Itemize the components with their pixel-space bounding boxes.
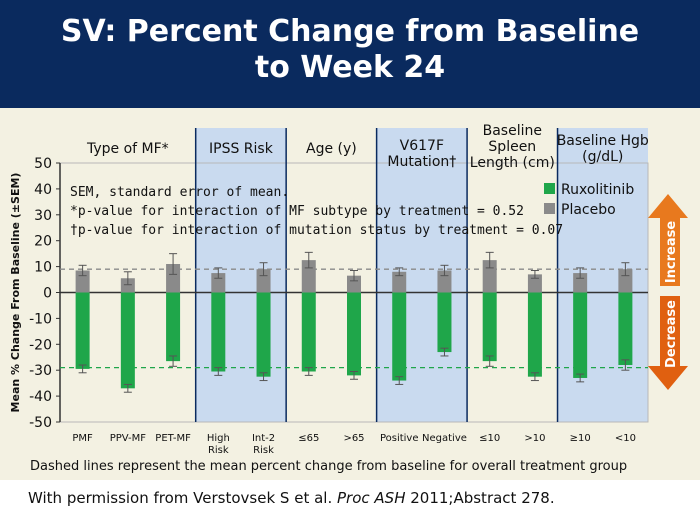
legend: Ruxolitinib Placebo: [544, 182, 634, 218]
bar-ruxolitinib-5: [301, 292, 316, 372]
x-tick-label-11: ≥10: [570, 433, 591, 444]
x-tick-label-6: >65: [343, 433, 364, 444]
x-tick-label-0: PMF: [72, 433, 93, 444]
increase-label: Increase: [664, 221, 679, 284]
dashed-line-note: Dashed lines represent the mean percent …: [30, 459, 627, 474]
bar-ruxolitinib-0: [75, 292, 90, 369]
x-tick-label-12: <10: [615, 433, 636, 444]
group-label-0: Type of MF*: [86, 141, 169, 157]
citation-post: 2011;Abstract 278.: [405, 489, 555, 507]
bar-ruxolitinib-8: [437, 292, 452, 353]
bar-placebo-10: [527, 274, 542, 293]
title-line-2: to Week 24: [254, 50, 446, 85]
x-tick-label-9: ≤10: [479, 433, 500, 444]
y-axis-title: Mean % Change From Baseline (±SEM): [9, 173, 22, 413]
group-shade-3: [376, 128, 468, 422]
y-tick-label: 40: [34, 182, 52, 198]
bar-ruxolitinib-7: [392, 292, 407, 381]
bar-placebo-12: [618, 269, 633, 293]
y-tick-label: -20: [29, 337, 52, 353]
bar-ruxolitinib-4: [256, 292, 271, 377]
legend-label-ruxolitinib: Ruxolitinib: [561, 182, 634, 198]
group-label-5: Baseline Hgb (g/dL): [557, 133, 649, 165]
citation-journal: Proc ASH: [337, 489, 406, 507]
bar-placebo-4: [256, 269, 271, 293]
bar-ruxolitinib-2: [166, 292, 181, 362]
x-tick-label-2: PET-MF: [155, 433, 191, 444]
title-line-1: SV: Percent Change from Baseline: [60, 14, 640, 49]
citation: With permission from Verstovsek S et al.…: [28, 489, 555, 507]
group-label-4: Baseline Spleen Length (cm): [470, 123, 555, 171]
bar-ruxolitinib-6: [347, 292, 361, 376]
x-tick-label-7: Positive: [380, 433, 419, 444]
title-banner: SV: Percent Change from Baseline to Week…: [0, 0, 700, 108]
decrease-label: Decrease: [664, 300, 679, 368]
bar-placebo-7: [392, 271, 407, 293]
footnote-0: SEM, standard error of mean.: [70, 185, 289, 200]
y-tick-label: 50: [34, 156, 52, 172]
x-tick-label-1: PPV-MF: [110, 433, 147, 444]
y-tick-label: -10: [29, 311, 52, 327]
legend-label-placebo: Placebo: [561, 202, 616, 218]
bar-chart: 50 40 30 20 10 0 -10 -20 -30 -40 -50 Mean % Change …: [9, 123, 688, 474]
footnote-1: *p-value for interaction of MF subtype b…: [70, 204, 524, 219]
legend-swatch-ruxolitinib: [544, 183, 555, 194]
x-tick-label-4: Int-2 Risk: [252, 433, 275, 456]
bar-placebo-1: [120, 278, 135, 293]
bar-ruxolitinib-10: [527, 292, 542, 377]
y-tick-label: 10: [34, 260, 52, 276]
group-shade-1: [195, 128, 287, 422]
y-tick-label: -50: [29, 415, 52, 431]
bar-ruxolitinib-12: [618, 292, 633, 366]
increase-arrow-icon: [648, 194, 688, 286]
citation-pre: With permission from Verstovsek S et al.: [28, 489, 337, 507]
x-tick-label-10: >10: [524, 433, 545, 444]
bar-ruxolitinib-11: [573, 292, 588, 378]
x-tick-label-8: Negative: [422, 433, 467, 444]
group-label-2: Age (y): [306, 141, 357, 157]
y-tick-label: 20: [34, 234, 52, 250]
y-tick-label: -30: [29, 363, 52, 379]
bar-placebo-2: [166, 264, 181, 293]
y-tick-label: 30: [34, 208, 52, 224]
x-tick-label-3: High Risk: [207, 433, 230, 456]
bar-ruxolitinib-9: [482, 292, 497, 362]
group-label-1: IPSS Risk: [209, 141, 274, 157]
slide-title: SV: Percent Change from Baseline to Week…: [0, 14, 700, 86]
x-tick-label-5: ≤65: [298, 433, 319, 444]
footnote-2: †p-value for interaction of mutation sta…: [70, 223, 563, 238]
bar-ruxolitinib-1: [120, 292, 135, 389]
y-tick-label: 0: [43, 286, 52, 302]
legend-swatch-placebo: [544, 203, 555, 214]
group-shade-5: [557, 128, 648, 422]
group-label-3: V617F Mutation†: [387, 138, 456, 170]
bar-ruxolitinib-3: [211, 292, 226, 372]
decrease-arrow-icon: [648, 296, 688, 390]
bar-placebo-6: [347, 275, 361, 293]
y-tick-label: -40: [29, 389, 52, 405]
